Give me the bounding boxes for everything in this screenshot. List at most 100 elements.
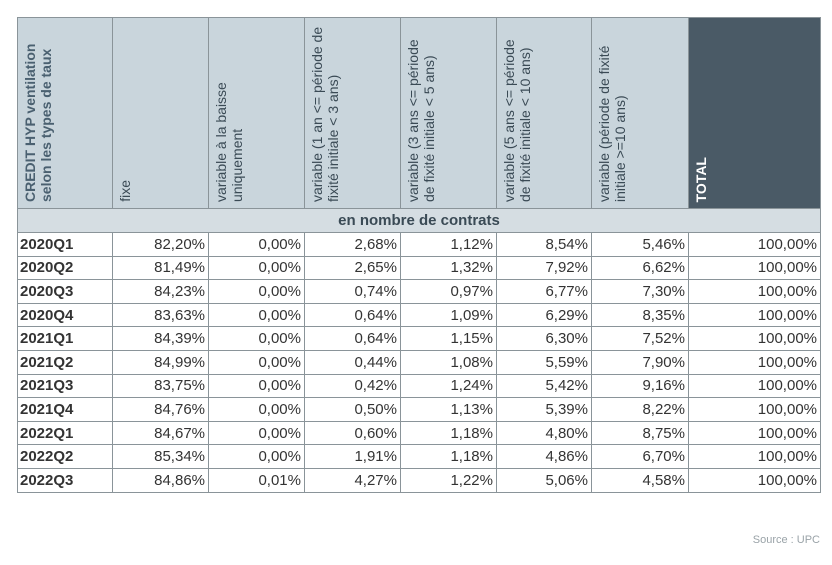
header-text: TOTAL: [693, 156, 709, 202]
cell: 100,00%: [688, 232, 821, 257]
header-text: fixe: [117, 180, 133, 202]
cell: 82,20%: [112, 232, 209, 257]
cell: 4,86%: [496, 444, 592, 469]
cell: 1,22%: [400, 467, 497, 493]
cell: 0,42%: [304, 373, 401, 399]
header-text: variable (1 an <= période de fixité init…: [309, 26, 341, 202]
cell: 4,80%: [496, 420, 592, 446]
header-cell: variable (période de fixité initiale >=1…: [591, 17, 689, 209]
cell: 0,00%: [208, 444, 305, 469]
data-row: 2021Q3 83,75% 0,00% 0,42% 1,24% 5,42% 9,16% 100…: [17, 373, 821, 399]
cell: 5,06%: [496, 467, 592, 493]
header-cell: TOTAL: [688, 17, 821, 209]
data-row: 2021Q1 84,39% 0,00% 0,64% 1,15% 6,30% 7,52% 100…: [17, 326, 821, 351]
cell: 6,77%: [496, 279, 592, 304]
row-label: 2021Q2: [17, 349, 113, 375]
data-row: 2020Q2 81,49% 0,00% 2,65% 1,32% 7,92% 6,62% 100…: [17, 255, 821, 281]
cell: 0,97%: [400, 279, 497, 304]
header-cell: fixe: [112, 17, 209, 209]
header-text: variable (5 ans <= période de fixité ini…: [501, 39, 533, 202]
table: CREDIT HYP ventilation selon les types d…: [17, 17, 821, 493]
cell: 5,39%: [496, 397, 592, 422]
cell: 81,49%: [112, 255, 209, 281]
cell: 7,92%: [496, 255, 592, 281]
row-label: 2020Q3: [17, 279, 113, 304]
row-label: 2021Q1: [17, 326, 113, 351]
header-cell: variable à la baisse uniquement: [208, 17, 305, 209]
data-row: 2020Q1 82,20% 0,00% 2,68% 1,12% 8,54% 5,46% 100…: [17, 232, 821, 257]
header-cell: variable (5 ans <= période de fixité ini…: [496, 17, 592, 209]
cell: 84,76%: [112, 397, 209, 422]
cell: 1,18%: [400, 420, 497, 446]
header-text: variable (période de fixité initiale >=1…: [596, 45, 628, 202]
cell: 0,60%: [304, 420, 401, 446]
cell: 2,68%: [304, 232, 401, 257]
cell: 1,15%: [400, 326, 497, 351]
cell: 100,00%: [688, 467, 821, 493]
subheader-row: en nombre de contrats: [17, 208, 821, 233]
header-text: variable (3 ans <= période de fixité ini…: [405, 39, 437, 202]
cell: 8,22%: [591, 397, 689, 422]
cell: 0,01%: [208, 467, 305, 493]
cell: 0,00%: [208, 373, 305, 399]
header-text: variable à la baisse uniquement: [213, 82, 245, 202]
cell: 0,00%: [208, 302, 305, 328]
row-label: 2022Q2: [17, 444, 113, 469]
cell: 0,00%: [208, 232, 305, 257]
cell: 84,99%: [112, 349, 209, 375]
cell: 0,00%: [208, 349, 305, 375]
cell: 4,27%: [304, 467, 401, 493]
cell: 1,18%: [400, 444, 497, 469]
header-text: CREDIT HYP ventilation selon les types d…: [22, 43, 54, 202]
cell: 7,90%: [591, 349, 689, 375]
cell: 100,00%: [688, 302, 821, 328]
subheader-cell: en nombre de contrats: [17, 208, 821, 233]
header-cell: CREDIT HYP ventilation selon les types d…: [17, 17, 113, 209]
cell: 0,00%: [208, 255, 305, 281]
cell: 1,09%: [400, 302, 497, 328]
cell: 100,00%: [688, 326, 821, 351]
cell: 8,54%: [496, 232, 592, 257]
data-row: 2021Q2 84,99% 0,00% 0,44% 1,08% 5,59% 7,90% 100…: [17, 349, 821, 375]
cell: 1,32%: [400, 255, 497, 281]
row-label: 2020Q4: [17, 302, 113, 328]
cell: 83,75%: [112, 373, 209, 399]
cell: 100,00%: [688, 420, 821, 446]
cell: 6,62%: [591, 255, 689, 281]
cell: 0,64%: [304, 326, 401, 351]
cell: 84,86%: [112, 467, 209, 493]
cell: 0,50%: [304, 397, 401, 422]
cell: 1,24%: [400, 373, 497, 399]
data-row: 2020Q3 84,23% 0,00% 0,74% 0,97% 6,77% 7,30% 100…: [17, 279, 821, 304]
table-wrap: CREDIT HYP ventilation selon les types d…: [17, 17, 821, 493]
row-label: 2021Q3: [17, 373, 113, 399]
cell: 6,30%: [496, 326, 592, 351]
cell: 84,23%: [112, 279, 209, 304]
cell: 85,34%: [112, 444, 209, 469]
data-row: 2021Q4 84,76% 0,00% 0,50% 1,13% 5,39% 8,22% 100…: [17, 397, 821, 422]
cell: 7,30%: [591, 279, 689, 304]
cell: 84,39%: [112, 326, 209, 351]
cell: 0,00%: [208, 397, 305, 422]
header-row: CREDIT HYP ventilation selon les types d…: [17, 17, 821, 209]
cell: 5,59%: [496, 349, 592, 375]
cell: 0,00%: [208, 279, 305, 304]
cell: 0,64%: [304, 302, 401, 328]
cell: 8,35%: [591, 302, 689, 328]
cell: 0,74%: [304, 279, 401, 304]
data-row: 2020Q4 83,63% 0,00% 0,64% 1,09% 6,29% 8,35% 100…: [17, 302, 821, 328]
row-label: 2020Q2: [17, 255, 113, 281]
cell: 0,00%: [208, 420, 305, 446]
cell: 100,00%: [688, 279, 821, 304]
cell: 100,00%: [688, 349, 821, 375]
cell: 9,16%: [591, 373, 689, 399]
row-label: 2022Q1: [17, 420, 113, 446]
cell: 4,58%: [591, 467, 689, 493]
cell: 100,00%: [688, 444, 821, 469]
cell: 6,29%: [496, 302, 592, 328]
header-cell: variable (3 ans <= période de fixité ini…: [400, 17, 497, 209]
header-cell: variable (1 an <= période de fixité init…: [304, 17, 401, 209]
cell: 0,44%: [304, 349, 401, 375]
cell: 2,65%: [304, 255, 401, 281]
